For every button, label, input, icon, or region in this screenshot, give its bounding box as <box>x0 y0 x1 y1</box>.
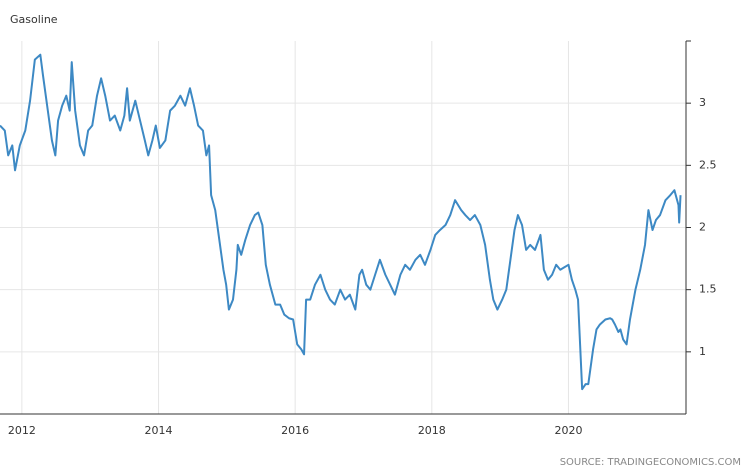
y-tick-label: 2.5 <box>699 158 717 171</box>
y-tick-label: 2 <box>699 221 706 234</box>
x-tick-label: 2014 <box>145 424 173 437</box>
x-tick-label: 2020 <box>554 424 582 437</box>
chart-title: Gasoline <box>10 13 58 26</box>
y-tick-label: 3 <box>699 96 706 109</box>
x-tick-label: 2018 <box>418 424 446 437</box>
y-tick-label: 1 <box>699 345 706 358</box>
source: SOURCE: TRADINGECONOMICS.COM <box>560 457 741 468</box>
price-line <box>0 53 682 391</box>
x-tick-label: 2012 <box>8 424 36 437</box>
x-tick-label: 2016 <box>281 424 309 437</box>
y-tick-label: 1.5 <box>699 283 717 296</box>
